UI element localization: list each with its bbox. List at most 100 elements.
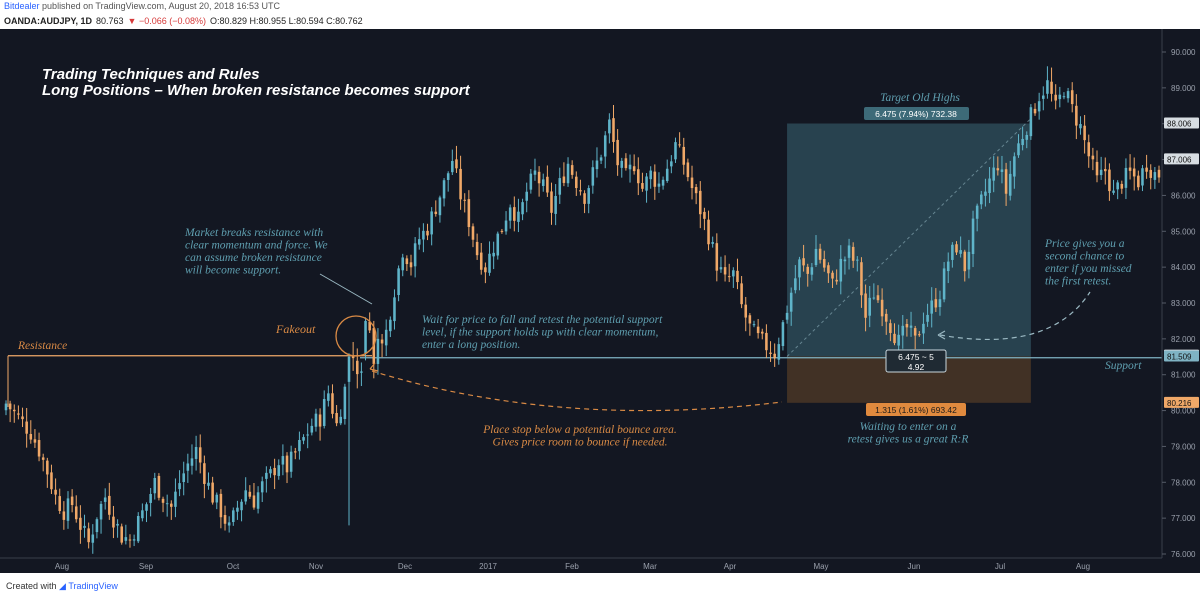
candle-body [492, 252, 495, 257]
candle-body [79, 517, 82, 530]
y-tick-label: 85.000 [1171, 227, 1196, 236]
candle-body [901, 325, 905, 336]
candle-body [707, 219, 710, 245]
candle-body [384, 329, 388, 346]
tradingview-brand[interactable]: TradingView [68, 581, 118, 591]
candle-body [504, 220, 508, 232]
candle-body [802, 258, 805, 266]
created-with-text: Created with [6, 581, 57, 591]
candle-body [318, 414, 322, 427]
candle-body [265, 472, 268, 479]
candle-body [1050, 81, 1053, 94]
candle-body [302, 437, 305, 441]
rr-note-line: Waiting to enter on a [860, 421, 957, 433]
candle-body [632, 166, 636, 172]
candle-body [153, 478, 157, 494]
candle-body [430, 211, 433, 235]
candle-body [409, 262, 413, 268]
author-link[interactable]: Bitdealer [4, 1, 40, 11]
chart-subtitle: Long Positions – When broken resistance … [42, 82, 471, 99]
candle-body [810, 267, 814, 275]
candle-body [645, 176, 648, 191]
breakout-note-line: clear momentum and force. We [185, 240, 328, 252]
candle-body [12, 409, 16, 412]
candle-body [570, 165, 574, 175]
candle-body [1128, 167, 1132, 171]
candle-body [1046, 80, 1049, 94]
candle-body [500, 230, 504, 232]
profit-label: 6.475 (7.94%) 732.38 [875, 109, 957, 119]
time-axis: Aug Sep Oct Nov Dec 2017 Feb Mar Apr May Jun Jul Aug [0, 557, 1162, 571]
candle-body [380, 339, 384, 344]
candle-body [566, 163, 570, 184]
candle-body [182, 473, 185, 483]
candle-body [1149, 169, 1153, 178]
candle-body [256, 492, 260, 509]
candle-body [827, 265, 830, 274]
y-tick-label: 84.000 [1171, 263, 1196, 272]
candle-body [889, 323, 892, 333]
candle-body [674, 142, 677, 160]
candle-body [58, 496, 62, 511]
candle-body [1054, 94, 1057, 101]
candle-body [1108, 169, 1111, 192]
x-tick-label: Jun [908, 562, 921, 571]
candle-body [637, 169, 640, 184]
candle-body [612, 118, 615, 142]
candle-body [66, 498, 70, 521]
candle-body [393, 297, 396, 322]
y-tick-label: 77.000 [1171, 514, 1196, 523]
candle-body [141, 510, 144, 519]
candle-body [475, 241, 479, 256]
candle-body [405, 258, 409, 265]
y-tick-label: 82.000 [1171, 335, 1196, 344]
candle-body [686, 162, 690, 178]
candles-layer [4, 66, 1161, 554]
candle-body [591, 167, 595, 186]
candle-body [413, 243, 417, 267]
candle-body [1025, 134, 1029, 140]
candle-body [884, 313, 888, 322]
candle-body [918, 334, 921, 336]
published-text: published on TradingView.com, August 20,… [42, 1, 281, 11]
candle-body [1004, 169, 1008, 194]
candle-body [1013, 156, 1016, 177]
candle-body [529, 173, 533, 190]
price-tag-bg [1164, 117, 1199, 129]
candle-body [773, 353, 776, 359]
candle-body [777, 344, 781, 360]
candle-body [831, 272, 834, 279]
candle-body [1153, 172, 1157, 180]
candle-body [678, 144, 681, 146]
candle-body [657, 183, 661, 187]
candle-body [856, 259, 859, 261]
candle-body [273, 467, 276, 476]
candle-body [996, 168, 1000, 171]
chart-area[interactable]: Trading Techniques and Rules Long Positio… [0, 29, 1200, 573]
candle-body [835, 279, 838, 282]
candle-body [1062, 96, 1066, 98]
candle-body [355, 360, 359, 375]
position-zones [786, 118, 1032, 403]
candle-body [368, 321, 371, 331]
x-tick-label: Aug [1076, 562, 1090, 571]
candle-body [537, 171, 541, 184]
candle-body [620, 160, 624, 168]
candle-body [426, 230, 429, 236]
candle-body [736, 270, 739, 283]
candle-body [244, 490, 247, 502]
candle-body [822, 258, 826, 268]
x-tick-label: Aug [55, 562, 69, 571]
candle-body [1033, 108, 1037, 114]
candle-body [314, 413, 318, 427]
candle-body [723, 267, 727, 275]
candle-body [364, 320, 367, 354]
candle-body [616, 139, 619, 166]
candle-body [1037, 101, 1041, 112]
candle-body [756, 326, 760, 334]
candle-body [1116, 182, 1119, 190]
candle-body [942, 268, 946, 300]
x-tick-label: Dec [398, 562, 412, 571]
candle-body [446, 173, 450, 180]
